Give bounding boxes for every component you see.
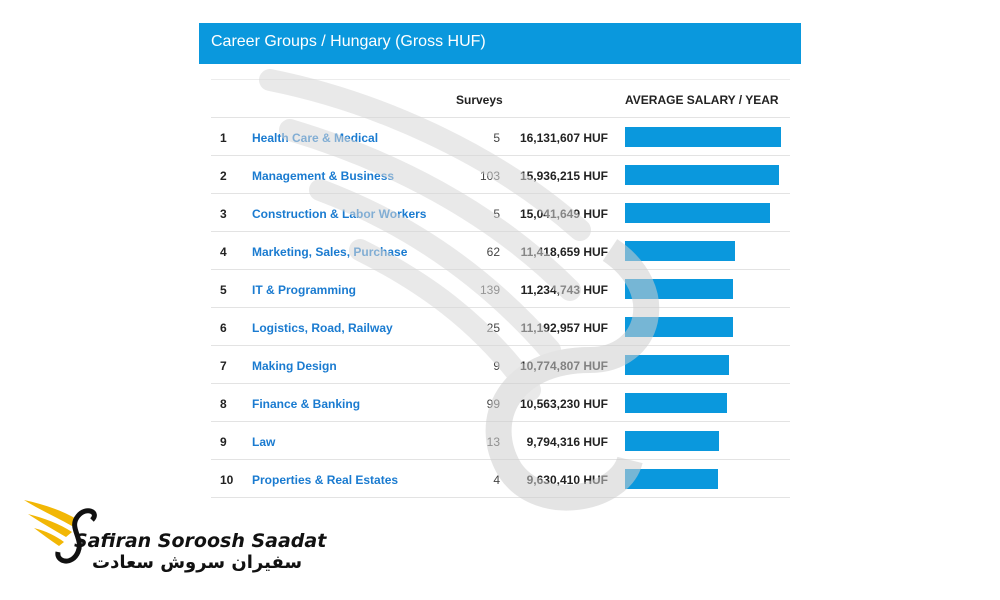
career-group-link[interactable]: Finance & Banking [252,397,361,411]
table-row: 4 Marketing, Sales, Purchase 62 11,418,659 … [211,232,790,270]
row-rank: 9 [220,435,227,449]
row-rank: 3 [220,207,227,221]
career-group-link[interactable]: Construction & Labor Workers [252,207,427,221]
salary-bar-track [625,279,787,299]
row-salary: 15,936,215 HUF [519,169,608,183]
career-groups-table: Surveys AVERAGE SALARY / YEAR 1 Health Ca… [211,79,790,498]
career-group-link[interactable]: Making Design [252,359,337,373]
row-rank: 10 [220,473,234,487]
row-surveys: 62 [486,245,500,259]
salary-bar-track [625,431,787,451]
salary-bar-track [625,355,787,375]
row-rank: 7 [220,359,227,373]
career-group-link[interactable]: IT & Programming [252,283,357,297]
row-rank: 8 [220,397,227,411]
salary-bar [625,241,735,261]
table-row: 6 Logistics, Road, Railway 25 11,192,957 HU… [211,308,790,346]
row-surveys: 13 [486,435,500,449]
row-salary: 11,418,659 HUF [520,245,608,259]
row-salary: 10,563,230 HUF [519,397,608,411]
salary-bar [625,279,734,299]
salary-bar [625,393,727,413]
row-salary: 9,794,316 HUF [526,435,608,449]
row-surveys: 139 [479,283,500,297]
table-row: 9 Law 13 9,794,316 HUF [211,422,790,460]
career-group-link[interactable]: Law [252,435,276,449]
row-salary: 11,234,743 HUF [520,283,608,297]
salary-bar [625,127,781,147]
table-row: 7 Making Design 9 10,774,807 HUF [211,346,790,384]
salary-bar [625,317,733,337]
table-row: 10 Properties & Real Estates 4 9,630,410 HU… [211,460,790,498]
salary-bar [625,431,720,451]
row-rank: 6 [220,321,227,335]
salary-bar-track [625,469,787,489]
career-group-link[interactable]: Health Care & Medical [252,131,379,145]
table-row: 2 Management & Business 103 15,936,215 HUF [211,156,790,194]
career-group-link[interactable]: Management & Business [252,169,395,183]
row-salary: 9,630,410 HUF [526,473,608,487]
row-salary: 15,041,649 HUF [519,207,608,221]
row-salary: 10,774,807 HUF [519,359,608,373]
table-row: 1 Health Care & Medical 5 16,131,607 HUF [211,118,790,156]
row-salary: 11,192,957 HUF [520,321,608,335]
table-row: 5 IT & Programming 139 11,234,743 HUF [211,270,790,308]
header-surveys: Surveys [456,93,503,107]
salary-bar [625,469,718,489]
salary-bar-track [625,393,787,413]
salary-bar-track [625,203,787,223]
salary-bar [625,355,729,375]
row-surveys: 9 [493,359,500,373]
salary-bar-track [625,165,787,185]
row-surveys: 4 [493,473,500,487]
logo-name-en: Safiran Soroosh Saadat [74,530,327,552]
salary-bar [625,165,779,185]
salary-bar-track [625,317,787,337]
row-surveys: 103 [479,169,500,183]
career-group-link[interactable]: Logistics, Road, Railway [252,321,393,335]
logo-name-fa: سفیران سروش سعادت [92,552,303,573]
table-row: 3 Construction & Labor Workers 5 15,041,649… [211,194,790,232]
row-rank: 2 [220,169,227,183]
salary-bar-track [625,241,787,261]
panel-title: Career Groups / Hungary (Gross HUF) [199,23,801,64]
career-groups-panel: Career Groups / Hungary (Gross HUF) Surv… [199,23,801,498]
row-salary: 16,131,607 HUF [519,131,608,145]
row-surveys: 25 [486,321,500,335]
row-surveys: 5 [493,131,500,145]
row-rank: 1 [220,131,227,145]
row-surveys: 5 [493,207,500,221]
table-body: 1 Health Care & Medical 5 16,131,607 HUF 2 Ma… [211,118,790,498]
table-row: 8 Finance & Banking 99 10,563,230 HUF [211,384,790,422]
header-average-salary: AVERAGE SALARY / YEAR [625,93,779,107]
career-group-link[interactable]: Marketing, Sales, Purchase [252,245,408,259]
table-header: Surveys AVERAGE SALARY / YEAR [211,80,790,118]
row-rank: 5 [220,283,227,297]
career-group-link[interactable]: Properties & Real Estates [252,473,399,487]
salary-bar [625,203,770,223]
wing-s-logo-icon [24,500,97,564]
row-rank: 4 [220,245,227,259]
row-surveys: 99 [486,397,500,411]
salary-bar-track [625,127,787,147]
